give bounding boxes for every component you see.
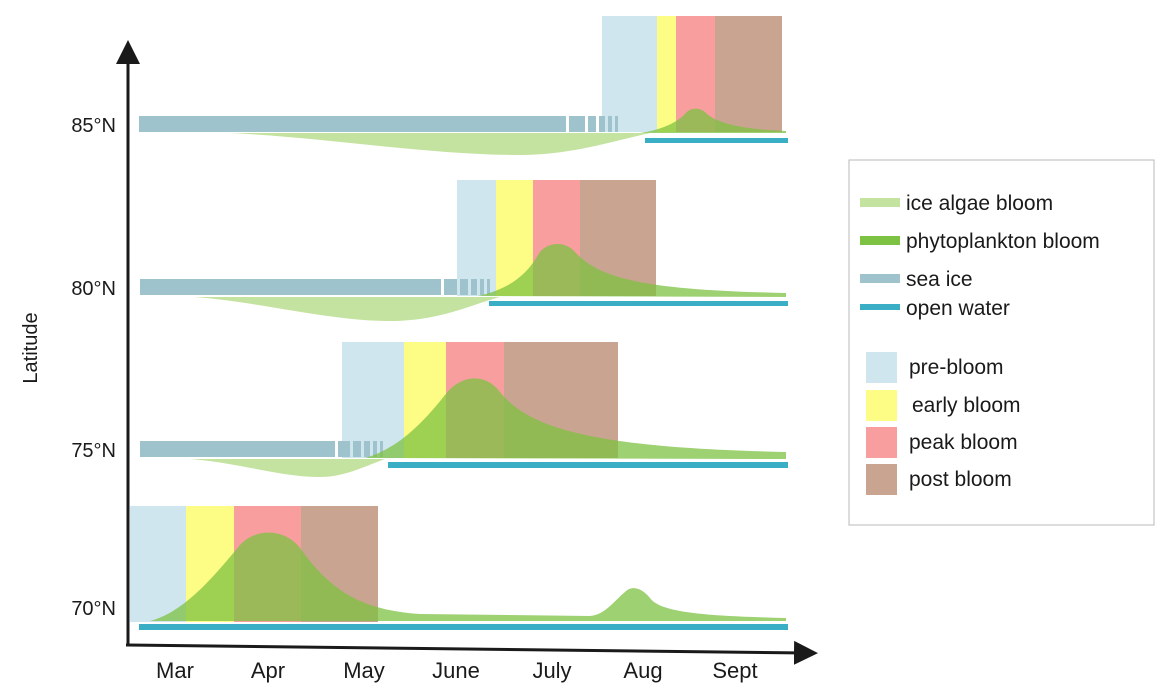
open-water-75n [388, 462, 788, 468]
pre-bloom-bar [342, 342, 404, 458]
ice-algae-swatch [860, 198, 900, 207]
row-70n [130, 506, 788, 630]
open-water-swatch [860, 304, 900, 310]
open-water-70n [139, 624, 788, 630]
legend-phytoplankton-bloom: phytoplankton bloom [906, 230, 1100, 253]
phase-bars-85n [602, 16, 782, 132]
month-label-mar: Mar [156, 658, 194, 683]
month-label-aug: Aug [623, 658, 662, 683]
phase-bars-80n [457, 180, 656, 296]
row-75n [140, 342, 788, 477]
pre-bloom-bar [602, 16, 657, 132]
month-labels: Mar Apr May June July Aug Sept [156, 658, 758, 683]
legend-early-bloom: early bloom [912, 394, 1021, 417]
row-80n [140, 180, 788, 321]
month-label-may: May [343, 658, 385, 683]
row-85n [139, 16, 788, 155]
peak-bloom-swatch [866, 427, 897, 458]
legend-post-bloom: post bloom [909, 468, 1012, 491]
pre-bloom-bar [457, 180, 496, 296]
sea-ice-swatch [860, 274, 900, 283]
phytoplankton-bloom-80n [478, 244, 786, 297]
ice-algae-bloom-85n [230, 133, 650, 155]
sea-ice-80n [140, 279, 490, 295]
month-label-apr: Apr [251, 658, 285, 683]
sea-ice-85n [139, 116, 618, 132]
legend-open-water: open water [906, 297, 1010, 320]
y-axis-title: Latitude [20, 312, 42, 383]
x-axis [125, 640, 818, 665]
latitude-label-70n: 70°N [71, 598, 116, 620]
sea-ice-75n [140, 441, 383, 457]
legend: ice algae bloom phytoplankton bloom sea … [848, 159, 1155, 526]
latitude-label-85n: 85°N [71, 115, 116, 137]
latitude-label-75n: 75°N [71, 440, 116, 462]
legend-ice-algae-bloom: ice algae bloom [906, 192, 1053, 215]
ice-algae-bloom-80n [195, 297, 500, 321]
legend-pre-bloom: pre-bloom [909, 356, 1004, 379]
post-bloom-bar [715, 16, 782, 132]
phytoplankton-bloom-70n [150, 532, 786, 621]
legend-peak-bloom: peak bloom [909, 431, 1018, 454]
month-label-june: June [432, 658, 480, 683]
phytoplankton-swatch [860, 236, 900, 245]
phytoplankton-bloom-85n [640, 108, 786, 133]
month-label-july: July [532, 658, 571, 683]
post-bloom-swatch [866, 464, 897, 495]
pre-bloom-swatch [866, 352, 897, 383]
pre-bloom-bar [130, 506, 186, 622]
open-water-85n [645, 138, 788, 143]
latitude-label-80n: 80°N [71, 278, 116, 300]
legend-sea-ice: sea ice [906, 268, 973, 291]
early-bloom-bar [657, 16, 676, 132]
ice-algae-bloom-75n [190, 459, 385, 477]
phytoplankton-bloom-75n [365, 378, 786, 459]
legend-box [848, 159, 1155, 526]
open-water-80n [489, 301, 788, 306]
latitude-labels: 85°N 80°N 75°N 70°N [71, 115, 116, 620]
early-bloom-swatch [866, 390, 897, 421]
month-label-sept: Sept [712, 658, 757, 683]
